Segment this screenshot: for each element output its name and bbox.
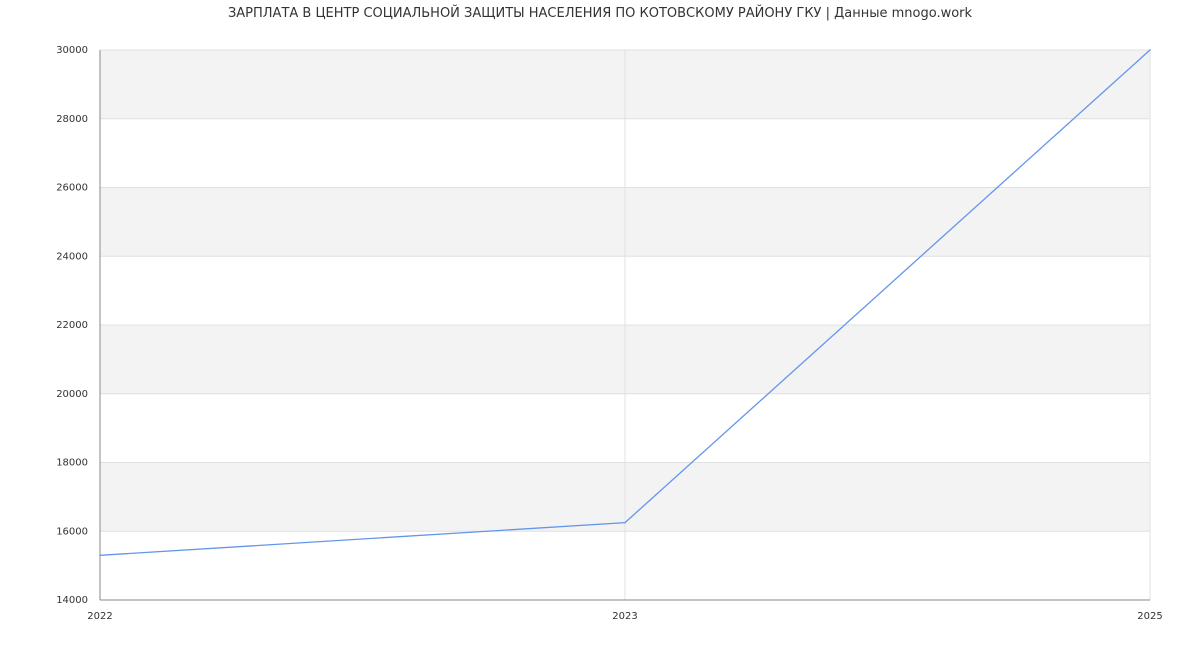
y-tick-label: 24000	[56, 251, 88, 262]
y-tick-label: 14000	[56, 595, 88, 606]
data-point	[624, 521, 626, 524]
y-tick-label: 26000	[56, 183, 88, 194]
chart-title: ЗАРПЛАТА В ЦЕНТР СОЦИАЛЬНОЙ ЗАЩИТЫ НАСЕЛ…	[227, 6, 973, 21]
x-tick-label: 2022	[87, 611, 112, 622]
y-tick-label: 28000	[56, 114, 88, 125]
y-tick-label: 18000	[56, 458, 88, 469]
y-tick-label: 16000	[56, 526, 88, 537]
y-tick-label: 30000	[56, 45, 88, 56]
data-point	[99, 554, 101, 557]
y-tick-label: 22000	[56, 320, 88, 331]
y-tick-label: 20000	[56, 389, 88, 400]
data-point	[1149, 49, 1151, 51]
x-tick-label: 2025	[1137, 611, 1162, 622]
x-tick-label: 2023	[612, 611, 637, 622]
